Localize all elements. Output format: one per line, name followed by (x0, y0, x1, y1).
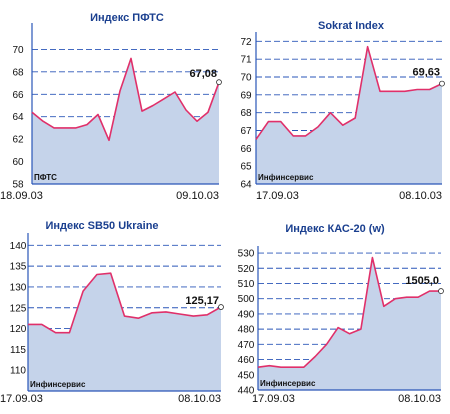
chart-title: Индекс КАС-20 (w) (285, 223, 385, 235)
chart-title: Индекс ПФТС (90, 12, 164, 24)
x-start-label: 17.09.03 (252, 393, 295, 405)
y-tick-label: 115 (10, 345, 26, 356)
source-label: ПФТС (34, 173, 57, 182)
y-tick-label: 140 (10, 241, 27, 252)
series-line (31, 57, 220, 142)
y-tick-label: 480 (238, 325, 255, 336)
y-tick-label: 60 (12, 157, 24, 168)
y-tick-label: 58 (12, 180, 24, 191)
y-tick-label: 120 (10, 324, 27, 335)
x-end-label: 09.10.03 (176, 190, 219, 202)
y-tick-label: 530 (238, 249, 255, 260)
source-label: Инфинсервис (260, 379, 316, 388)
series-area (258, 257, 441, 390)
y-tick-label: 71 (240, 55, 252, 66)
series-line (28, 272, 222, 334)
last-value-label: 69,63 (412, 67, 440, 79)
series-area (28, 273, 221, 391)
y-tick-label: 440 (238, 386, 255, 397)
last-value-label: 1505,0 (405, 275, 439, 287)
y-tick-label: 470 (238, 340, 255, 351)
x-end-label: 08.10.03 (398, 393, 441, 405)
y-tick-label: 66 (12, 90, 24, 101)
y-tick-label: 67 (240, 126, 252, 137)
x-end-label: 08.10.03 (178, 393, 221, 405)
last-value-marker (218, 304, 224, 310)
y-tick-label: 65 (240, 162, 252, 173)
last-value-label: 67,08 (189, 68, 217, 80)
y-tick-label: 500 (238, 294, 255, 305)
last-value-marker (438, 288, 444, 294)
series-area (32, 58, 219, 184)
chart-sb50-ukraine: Индекс SB50 Ukraine 110 115 120 125 130 135 14… (0, 220, 224, 405)
last-value-label: 125,17 (185, 295, 219, 307)
y-tick-label: 69 (240, 90, 252, 101)
y-tick-label: 70 (240, 73, 252, 84)
y-tick-label: 520 (238, 264, 255, 275)
y-tick-label: 66 (240, 144, 252, 155)
y-tick-label: 64 (240, 180, 252, 191)
y-tick-label: 68 (240, 108, 252, 119)
chart-title: Sokrat Index (318, 20, 385, 32)
series-line (255, 45, 443, 140)
chart-title: Индекс SB50 Ukraine (45, 220, 158, 232)
y-tick-label: 130 (10, 282, 27, 293)
y-tick-label: 135 (10, 262, 27, 273)
y-tick-label: 510 (238, 279, 255, 290)
last-value-marker (439, 80, 445, 87)
y-tick-label: 64 (12, 112, 24, 123)
chart-pfts: Индекс ПФТС 58 60 62 64 66 68 70 67,08 ПФТС 18.09… (0, 12, 222, 202)
y-tick-label: 490 (238, 309, 255, 320)
x-end-label: 08.10.03 (399, 190, 442, 202)
chart-sokrat-index: Sokrat Index 64 65 66 67 68 69 70 71 72 69,63 Инфи… (240, 20, 445, 202)
y-tick-label: 70 (12, 45, 24, 56)
y-tick-label: 62 (12, 135, 24, 146)
source-label: Инфинсервис (258, 173, 314, 182)
y-tick-label: 450 (238, 370, 255, 381)
x-start-label: 18.09.03 (0, 190, 43, 202)
y-tick-label: 72 (240, 37, 252, 48)
last-value-marker (216, 79, 222, 86)
series-line (257, 256, 441, 369)
source-label: Инфинсервис (30, 380, 86, 389)
y-tick-label: 68 (12, 67, 24, 78)
chart-kas20: Индекс КАС-20 (w) 440 450 460 470 480 490 500 5… (238, 223, 444, 405)
y-tick-label: 125 (10, 303, 27, 314)
y-tick-label: 110 (10, 366, 26, 377)
y-tick-label: 460 (238, 355, 255, 366)
series-area (256, 46, 442, 185)
x-start-label: 17.09.03 (256, 190, 299, 202)
x-start-label: 17.09.03 (0, 393, 43, 405)
